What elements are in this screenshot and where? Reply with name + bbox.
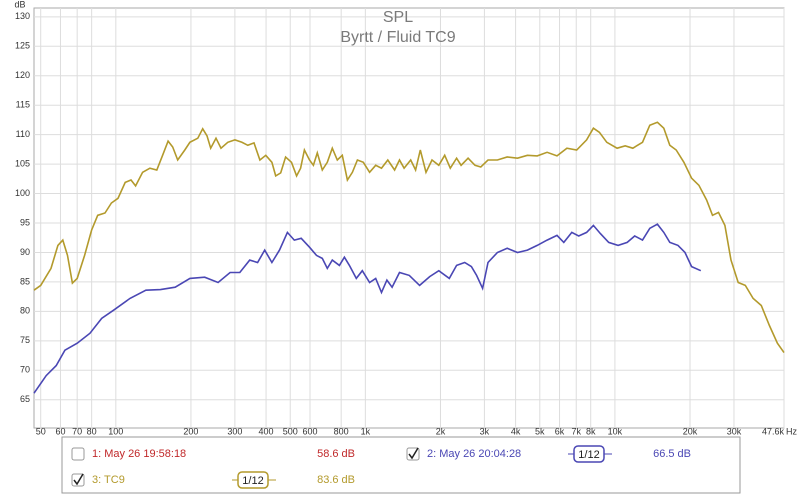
legend-level: 83.6 dB: [317, 474, 355, 486]
x-tick-label: 600: [302, 426, 317, 436]
chart-title: SPL: [383, 9, 413, 26]
smoothing-label: 1/12: [242, 475, 263, 487]
checkmark: [73, 473, 84, 486]
x-tick-label: 20k: [683, 426, 698, 436]
x-tick-label: 200: [183, 426, 198, 436]
x-tick-label: 10k: [608, 426, 623, 436]
x-tick-label: 8k: [586, 426, 596, 436]
smoothing-badge[interactable]: [237, 471, 269, 489]
chart-subtitle: Byrtt / Fluid TC9: [340, 29, 455, 46]
x-tick-label: 4k: [511, 426, 521, 436]
y-tick-label: 120: [15, 70, 30, 80]
y-tick-label: 130: [15, 11, 30, 21]
y-tick-label: 125: [15, 41, 30, 51]
x-tick-label: 60: [55, 426, 65, 436]
y-tick-label: 90: [20, 247, 30, 257]
series-line: [33, 121, 785, 354]
x-tick-label: 47.6k: [762, 426, 785, 436]
y-tick-label: 95: [20, 217, 30, 227]
y-axis-label: dB: [14, 0, 25, 9]
x-tick-label: 70: [72, 426, 82, 436]
y-tick-label: 80: [20, 306, 30, 316]
x-tick-label: 3k: [480, 426, 490, 436]
legend-label: 2: May 26 20:04:28: [427, 448, 521, 460]
x-tick-label: 500: [283, 426, 298, 436]
x-tick-label: 400: [259, 426, 274, 436]
x-tick-label: 300: [227, 426, 242, 436]
grid: [34, 8, 785, 428]
series-line: [33, 223, 702, 394]
x-tick-label: 50: [36, 426, 46, 436]
legend-label: 3: TC9: [92, 474, 125, 486]
legend-level: 58.6 dB: [317, 448, 355, 460]
y-tick-label: 85: [20, 276, 30, 286]
plot-area: [33, 7, 785, 429]
checkmark: [408, 447, 419, 460]
legend: [61, 436, 741, 494]
x-tick-label: 1k: [361, 426, 371, 436]
smoothing-badge[interactable]: [573, 445, 605, 463]
x-tick-label: 5k: [535, 426, 545, 436]
x-tick-label: 7k: [571, 426, 581, 436]
y-tick-label: 115: [16, 100, 30, 110]
y-tick-label: 75: [20, 335, 30, 345]
traces: [33, 121, 785, 394]
y-tick-label: 110: [16, 129, 30, 139]
x-axis-label: Hz: [786, 426, 797, 436]
y-tick-label: 70: [20, 365, 30, 375]
legend-level: 66.5 dB: [653, 448, 691, 460]
y-tick-label: 100: [15, 188, 30, 198]
x-tick-label: 6k: [555, 426, 565, 436]
checkbox[interactable]: [71, 447, 85, 461]
x-tick-label: 2k: [436, 426, 446, 436]
y-tick-label: 65: [20, 394, 30, 404]
x-tick-label: 100: [108, 426, 123, 436]
x-tick-label: 30k: [727, 426, 742, 436]
x-tick-label: 80: [87, 426, 97, 436]
y-tick-label: 105: [15, 158, 30, 168]
legend-label: 1: May 26 19:58:18: [92, 448, 186, 460]
smoothing-label: 1/12: [578, 449, 599, 461]
legend-entries: 1: May 26 19:58:18 58.6 dB 2: May 26 20:04…: [71, 445, 691, 489]
x-tick-label: 800: [334, 426, 349, 436]
